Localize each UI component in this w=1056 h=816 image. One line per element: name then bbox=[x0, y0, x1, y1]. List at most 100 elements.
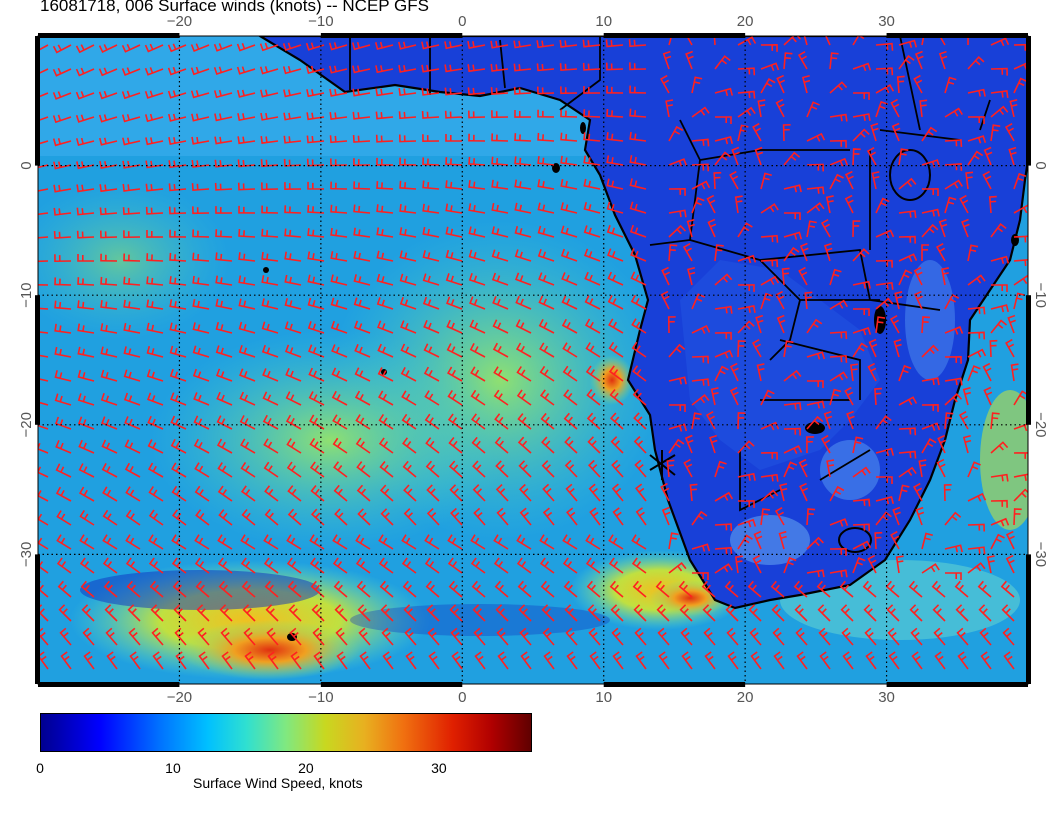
wind-barb bbox=[844, 386, 854, 406]
wind-barb bbox=[514, 133, 532, 142]
wind-barb bbox=[121, 114, 141, 123]
wind-barb bbox=[59, 627, 72, 646]
wind-barb bbox=[1008, 146, 1017, 166]
wind-barb bbox=[797, 50, 808, 70]
wind-barb bbox=[217, 534, 233, 550]
wind-barb bbox=[680, 627, 693, 646]
wind-barb bbox=[537, 109, 555, 118]
wind-barb bbox=[424, 557, 440, 574]
wind-barb bbox=[543, 651, 555, 670]
wind-barb bbox=[330, 181, 348, 190]
wind-barb bbox=[266, 627, 279, 646]
wind-barb bbox=[729, 362, 739, 382]
wind-barb bbox=[168, 206, 187, 215]
wind-barb bbox=[934, 651, 946, 670]
wind-barb bbox=[714, 365, 729, 382]
wind-barb bbox=[1013, 43, 1028, 51]
wind-barb bbox=[169, 252, 187, 262]
wind-barb bbox=[306, 135, 325, 144]
wind-barb bbox=[467, 40, 486, 49]
wind-barb bbox=[852, 92, 870, 100]
wind-barb bbox=[605, 39, 624, 48]
wind-barb bbox=[606, 108, 624, 118]
wind-barb bbox=[990, 412, 1000, 430]
top-lon-label: 30 bbox=[878, 13, 895, 30]
wind-barb bbox=[215, 298, 233, 310]
wind-barb bbox=[284, 321, 302, 334]
wind-barb bbox=[798, 458, 808, 478]
wind-barb bbox=[54, 393, 72, 406]
wind-barb bbox=[921, 159, 941, 168]
wind-barb bbox=[666, 459, 675, 478]
wind-barb bbox=[737, 222, 753, 238]
wind-barb bbox=[806, 132, 826, 142]
wind-barb bbox=[737, 472, 756, 481]
wind-barb bbox=[829, 331, 848, 340]
wind-barb bbox=[330, 251, 348, 262]
wind-barb bbox=[714, 331, 732, 340]
wind-map: −20 −20 −10 −10 0 0 10 10 20 20 30 30 0 0 −10 −10 −20 −20… bbox=[18, 13, 1049, 706]
wind-barb bbox=[875, 297, 894, 310]
wind-barb bbox=[748, 604, 762, 622]
wind-barb bbox=[944, 412, 954, 430]
wind-barb bbox=[584, 271, 601, 286]
wind-barb bbox=[894, 291, 903, 310]
wind-barb bbox=[803, 36, 808, 46]
wind-barb bbox=[559, 63, 578, 72]
wind-barb bbox=[737, 518, 757, 528]
wind-barb bbox=[607, 248, 624, 262]
wind-barb bbox=[124, 462, 141, 478]
wind-barb bbox=[378, 557, 394, 574]
wind-barb bbox=[399, 157, 417, 166]
wind-barb bbox=[197, 627, 210, 646]
wind-barb bbox=[213, 89, 233, 99]
wind-barb bbox=[754, 146, 764, 166]
wind-barb bbox=[83, 651, 95, 670]
wind-barb bbox=[783, 246, 800, 262]
wind-barb bbox=[540, 580, 555, 598]
wind-barb bbox=[760, 489, 779, 502]
wind-barb bbox=[609, 580, 624, 598]
wind-barb bbox=[519, 507, 532, 526]
wind-barb bbox=[359, 651, 371, 670]
wind-barb bbox=[727, 651, 739, 670]
lat-lon-grid bbox=[38, 36, 1028, 684]
wind-barb bbox=[895, 555, 904, 574]
wind-barb bbox=[1013, 235, 1028, 243]
wind-barb bbox=[584, 318, 601, 334]
wind-barb bbox=[536, 86, 555, 95]
wind-barb bbox=[333, 461, 348, 478]
wind-barb bbox=[540, 389, 555, 406]
wind-barb bbox=[867, 554, 877, 574]
wind-barb bbox=[702, 604, 716, 622]
wind-barb bbox=[306, 112, 325, 121]
wind-barb bbox=[610, 604, 624, 622]
wind-barb bbox=[423, 343, 440, 358]
wind-barb bbox=[944, 326, 964, 335]
wind-barb bbox=[714, 563, 733, 574]
wind-barb bbox=[193, 415, 210, 430]
wind-barb bbox=[514, 110, 532, 118]
wind-barb bbox=[537, 225, 555, 238]
wind-barb bbox=[168, 137, 187, 146]
top-lon-label: 10 bbox=[595, 13, 612, 30]
wind-barb bbox=[444, 87, 463, 96]
wind-barb bbox=[755, 314, 764, 334]
wind-barb bbox=[146, 299, 164, 310]
wind-barb bbox=[353, 227, 371, 238]
wind-barb bbox=[898, 253, 918, 263]
wind-barb bbox=[962, 434, 972, 454]
wind-barb bbox=[401, 557, 417, 574]
wind-barb bbox=[238, 252, 256, 262]
wind-barb bbox=[175, 651, 187, 670]
wind-barb bbox=[629, 201, 647, 214]
wind-barb bbox=[53, 207, 72, 216]
wind-barb bbox=[147, 415, 164, 430]
wind-barb bbox=[668, 158, 688, 167]
wind-barb bbox=[38, 116, 49, 122]
wind-barb bbox=[285, 414, 302, 430]
wind-barb bbox=[967, 562, 986, 574]
wind-barb bbox=[445, 157, 463, 166]
wind-barb bbox=[783, 184, 802, 193]
wind-barb bbox=[331, 367, 348, 382]
